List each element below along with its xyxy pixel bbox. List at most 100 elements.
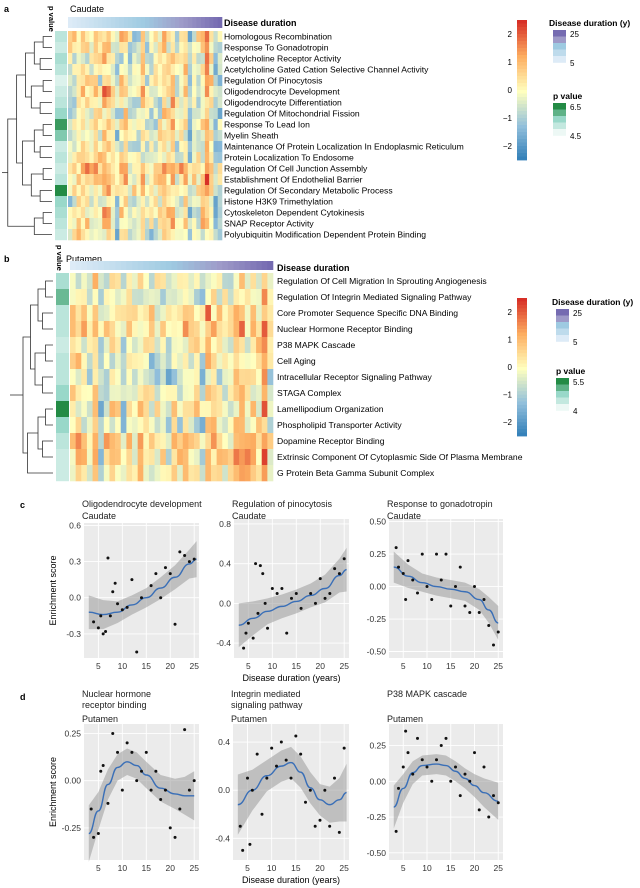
heatmap-cell	[76, 42, 82, 54]
data-point	[275, 764, 278, 768]
heatmap-cell	[233, 465, 240, 482]
heatmap-cell	[93, 196, 99, 208]
heatmap-cell	[196, 218, 201, 230]
heatmap-cell	[196, 163, 201, 175]
term-label: Dopamine Receptor Binding	[277, 436, 385, 446]
heatmap-cell	[127, 108, 133, 120]
heatmap-cell	[145, 86, 150, 98]
heatmap-cell	[106, 229, 112, 241]
heatmap-cell	[227, 289, 234, 306]
heatmap-cell	[174, 31, 180, 43]
heatmap-cell	[126, 385, 133, 402]
data-point	[430, 598, 434, 602]
heatmap-cell	[267, 385, 274, 402]
heatmap-cell	[170, 185, 176, 197]
heatmap-cell	[137, 417, 144, 434]
heatmap-cell	[196, 185, 201, 197]
heatmap-cell	[183, 163, 189, 175]
heatmap-cell	[166, 229, 171, 241]
dendrogram-branch	[33, 41, 44, 65]
heatmap-cell	[177, 417, 184, 434]
heatmap-cell	[196, 42, 201, 54]
heatmap-cell	[154, 321, 161, 338]
heatmap-cell	[149, 97, 154, 109]
heatmap-cell	[187, 207, 193, 219]
duration-bar-cell	[209, 17, 214, 28]
scatter-response-to-gonadotropin: 5 10 15 20 25-0.50-0.250.000.250.50Response …	[367, 499, 504, 671]
x-tick-label: 5	[96, 661, 101, 671]
duration-legend-step	[556, 328, 569, 336]
colorscale-tick: 0	[508, 86, 513, 95]
heatmap-cell	[120, 417, 127, 434]
colorscale-step	[517, 391, 527, 395]
heatmap-cell	[183, 152, 189, 164]
data-point	[238, 824, 242, 828]
data-point	[178, 807, 182, 811]
heatmap-cell	[140, 119, 146, 131]
heatmap-cell	[267, 417, 274, 434]
heatmap-cell	[157, 218, 163, 230]
heatmap-cell	[110, 97, 116, 109]
heatmap-cell	[72, 108, 77, 120]
heatmap-cell	[145, 141, 150, 153]
heatmap-cell	[165, 369, 172, 386]
duration-bar-cell	[182, 261, 189, 270]
heatmap-cell	[70, 305, 76, 322]
heatmap-cell	[222, 401, 229, 418]
data-point	[130, 578, 134, 582]
heatmap-cell	[148, 353, 155, 370]
heatmap-cell	[209, 196, 214, 208]
heatmap-cell	[239, 449, 246, 466]
heatmap-cell	[97, 86, 103, 98]
heatmap-cell	[75, 321, 82, 338]
data-point	[173, 622, 177, 626]
heatmap-cell	[103, 353, 110, 370]
data-point	[178, 550, 182, 554]
heatmap-cell	[123, 31, 129, 43]
heatmap-cell	[70, 353, 76, 370]
heatmap-cell	[183, 86, 189, 98]
y-tick-label: -0.4	[216, 638, 231, 648]
x-tick-label: 15	[292, 661, 302, 671]
dendrogram-branch	[42, 312, 53, 330]
heatmap-cell	[162, 42, 167, 54]
heatmap-cell	[267, 433, 274, 450]
heatmap-cell	[106, 174, 112, 186]
term-label: Regulation Of Pinocytosis	[224, 76, 322, 86]
dendrogram-branch	[42, 36, 52, 48]
heatmap-cell	[102, 53, 107, 65]
heatmap-cell	[182, 401, 189, 418]
dendrogram-branch	[16, 74, 26, 164]
data-point	[416, 591, 419, 595]
plot-title: Response to gonadotropin	[387, 499, 493, 509]
duration-legend-tick: 25	[573, 309, 582, 318]
heatmap-cell	[85, 75, 90, 87]
heatmap-cell	[216, 289, 223, 306]
heatmap-cell	[210, 273, 217, 290]
colorscale-step	[517, 142, 527, 147]
heatmap-cell	[68, 64, 73, 76]
heatmap-cell	[196, 53, 201, 65]
heatmap-cell	[85, 152, 90, 164]
heatmap-cell	[239, 289, 246, 306]
heatmap-cell	[132, 42, 137, 54]
heatmap-cell	[89, 152, 94, 164]
pvalue-cell	[55, 108, 67, 120]
heatmap-cell	[149, 53, 154, 65]
pvalue-cell	[56, 385, 69, 402]
duration-bar-cell	[148, 261, 155, 270]
heatmap-cell	[183, 119, 189, 131]
heatmap-cell	[68, 141, 73, 153]
heatmap-cell	[148, 417, 155, 434]
data-point	[250, 788, 254, 792]
heatmap-cell	[200, 196, 206, 208]
duration-bar-cell	[70, 261, 76, 270]
heatmap-cell	[170, 97, 176, 109]
heatmap-cell	[174, 119, 180, 131]
heatmap-cell	[148, 305, 155, 322]
x-tick-label: 10	[267, 863, 277, 873]
heatmap-cell	[187, 119, 193, 131]
data-point	[140, 769, 143, 773]
